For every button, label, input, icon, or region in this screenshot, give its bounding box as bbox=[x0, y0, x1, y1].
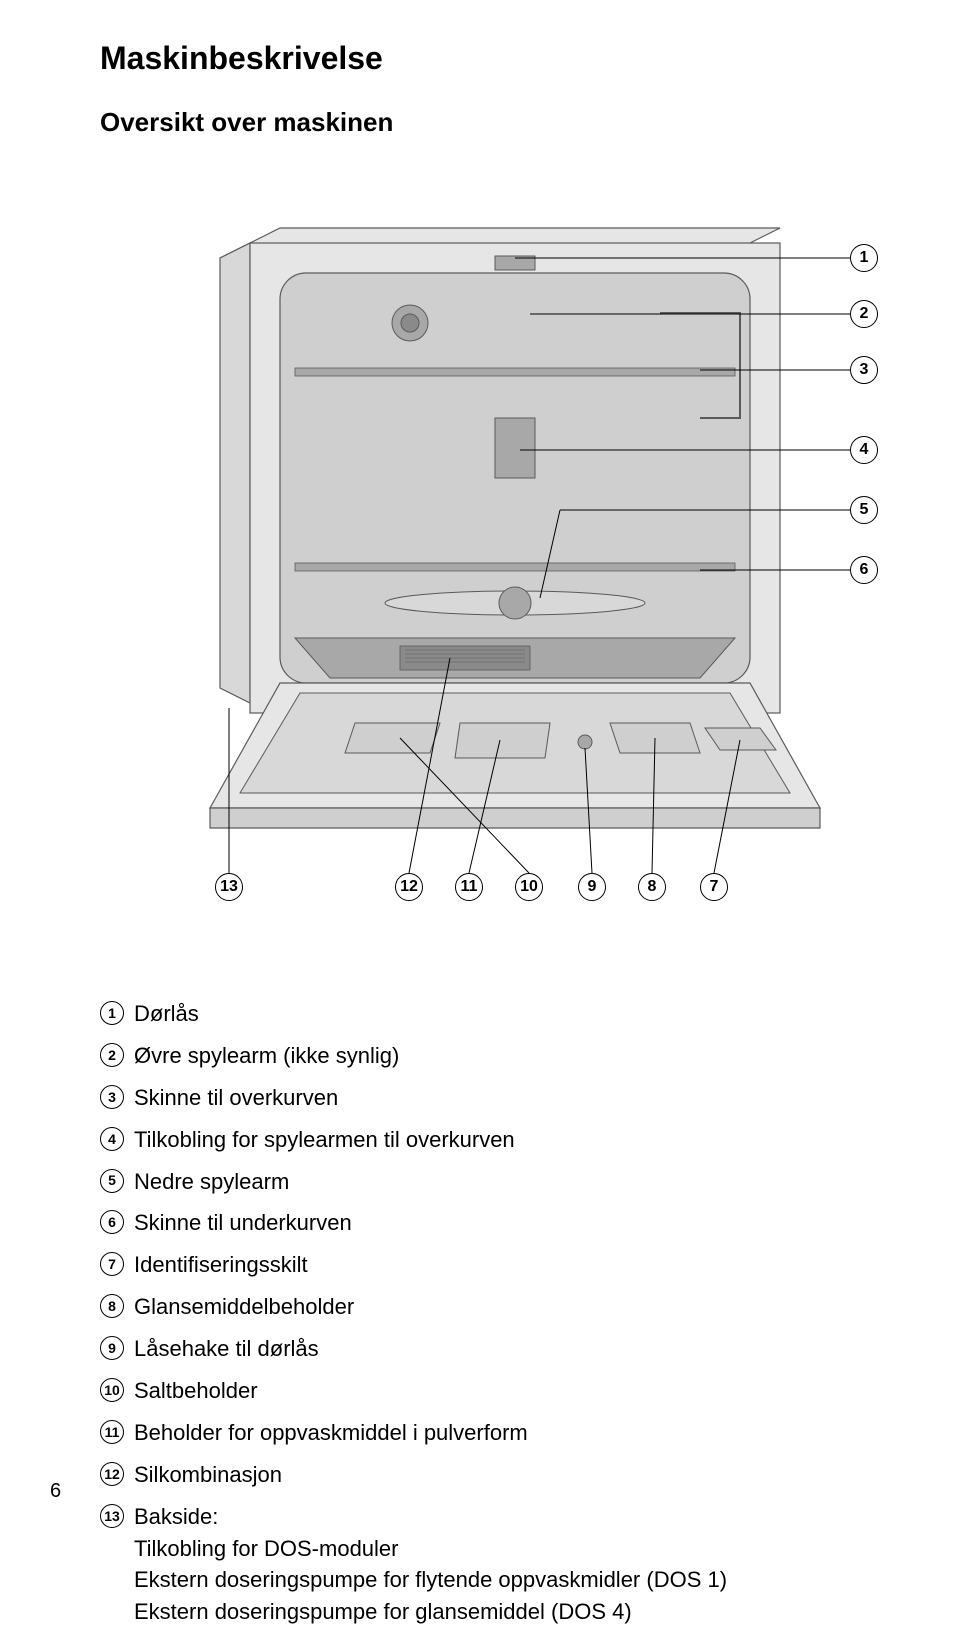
page-number: 6 bbox=[50, 1480, 61, 1503]
callout-3: 3 bbox=[850, 356, 878, 384]
legend-marker: 6 bbox=[100, 1210, 124, 1234]
legend-text: Beholder for oppvaskmiddel i pulverform bbox=[134, 1417, 890, 1449]
legend-text: Tilkobling for spylearmen til overkurven bbox=[134, 1124, 890, 1156]
legend-item-1: 1 Dørlås bbox=[100, 998, 890, 1030]
legend-item-11: 11 Beholder for oppvaskmiddel i pulverfor… bbox=[100, 1417, 890, 1449]
callout-8: 8 bbox=[638, 873, 666, 901]
legend-text: Låsehake til dørlås bbox=[134, 1333, 890, 1365]
legend-item-9: 9 Låsehake til dørlås bbox=[100, 1333, 890, 1365]
legend-item-10: 10 Saltbeholder bbox=[100, 1375, 890, 1407]
dishwasher-diagram bbox=[100, 168, 890, 958]
legend-marker: 7 bbox=[100, 1252, 124, 1276]
legend-marker: 9 bbox=[100, 1336, 124, 1360]
legend-text: Glansemiddelbeholder bbox=[134, 1291, 890, 1323]
legend-text: Skinne til underkurven bbox=[134, 1207, 890, 1239]
legend-subtext: Ekstern doseringspumpe for glansemiddel … bbox=[134, 1596, 890, 1628]
callout-6: 6 bbox=[850, 556, 878, 584]
legend-marker: 11 bbox=[100, 1420, 124, 1444]
callout-10: 10 bbox=[515, 873, 543, 901]
legend-marker: 8 bbox=[100, 1294, 124, 1318]
legend-marker: 10 bbox=[100, 1378, 124, 1402]
callout-12: 12 bbox=[395, 873, 423, 901]
callout-7: 7 bbox=[700, 873, 728, 901]
callout-9: 9 bbox=[578, 873, 606, 901]
callout-13: 13 bbox=[215, 873, 243, 901]
legend-marker: 5 bbox=[100, 1169, 124, 1193]
legend-marker: 2 bbox=[100, 1043, 124, 1067]
callout-11: 11 bbox=[455, 873, 483, 901]
legend-item-12: 12 Silkombinasjon bbox=[100, 1459, 890, 1491]
legend-item-6: 6 Skinne til underkurven bbox=[100, 1207, 890, 1239]
legend-text: Saltbeholder bbox=[134, 1375, 890, 1407]
callout-2: 2 bbox=[850, 300, 878, 328]
legend-subtext: Tilkobling for DOS-moduler bbox=[134, 1533, 890, 1565]
legend-text: Nedre spylearm bbox=[134, 1166, 890, 1198]
legend-item-7: 7 Identifiseringsskilt bbox=[100, 1249, 890, 1281]
page-subtitle: Oversikt over maskinen bbox=[100, 107, 890, 138]
callout-1: 1 bbox=[850, 244, 878, 272]
legend-text: Bakside:Tilkobling for DOS-modulerEkster… bbox=[134, 1501, 890, 1628]
legend-text: Dørlås bbox=[134, 998, 890, 1030]
page-title: Maskinbeskrivelse bbox=[100, 40, 890, 77]
legend-item-8: 8 Glansemiddelbeholder bbox=[100, 1291, 890, 1323]
legend-marker: 12 bbox=[100, 1462, 124, 1486]
legend-subtext: Ekstern doseringspumpe for flytende oppv… bbox=[134, 1564, 890, 1596]
legend-item-2: 2 Øvre spylearm (ikke synlig) bbox=[100, 1040, 890, 1072]
diagram-area: 12345613121110987 bbox=[100, 168, 890, 958]
legend-item-13: 13 Bakside:Tilkobling for DOS-modulerEkst… bbox=[100, 1501, 890, 1628]
legend-text: Silkombinasjon bbox=[134, 1459, 890, 1491]
legend-item-4: 4 Tilkobling for spylearmen til overkurve… bbox=[100, 1124, 890, 1156]
legend-marker: 4 bbox=[100, 1127, 124, 1151]
legend-text: Skinne til overkurven bbox=[134, 1082, 890, 1114]
legend-text: Øvre spylearm (ikke synlig) bbox=[134, 1040, 890, 1072]
legend-marker: 3 bbox=[100, 1085, 124, 1109]
page-root: Maskinbeskrivelse Oversikt over maskinen bbox=[0, 0, 960, 1533]
legend-marker: 13 bbox=[100, 1504, 124, 1528]
legend-item-3: 3 Skinne til overkurven bbox=[100, 1082, 890, 1114]
legend-item-5: 5 Nedre spylearm bbox=[100, 1166, 890, 1198]
callout-5: 5 bbox=[850, 496, 878, 524]
legend-text: Identifiseringsskilt bbox=[134, 1249, 890, 1281]
legend-list: 1 Dørlås 2 Øvre spylearm (ikke synlig) 3 Skin… bbox=[100, 998, 890, 1628]
callout-4: 4 bbox=[850, 436, 878, 464]
legend-marker: 1 bbox=[100, 1001, 124, 1025]
